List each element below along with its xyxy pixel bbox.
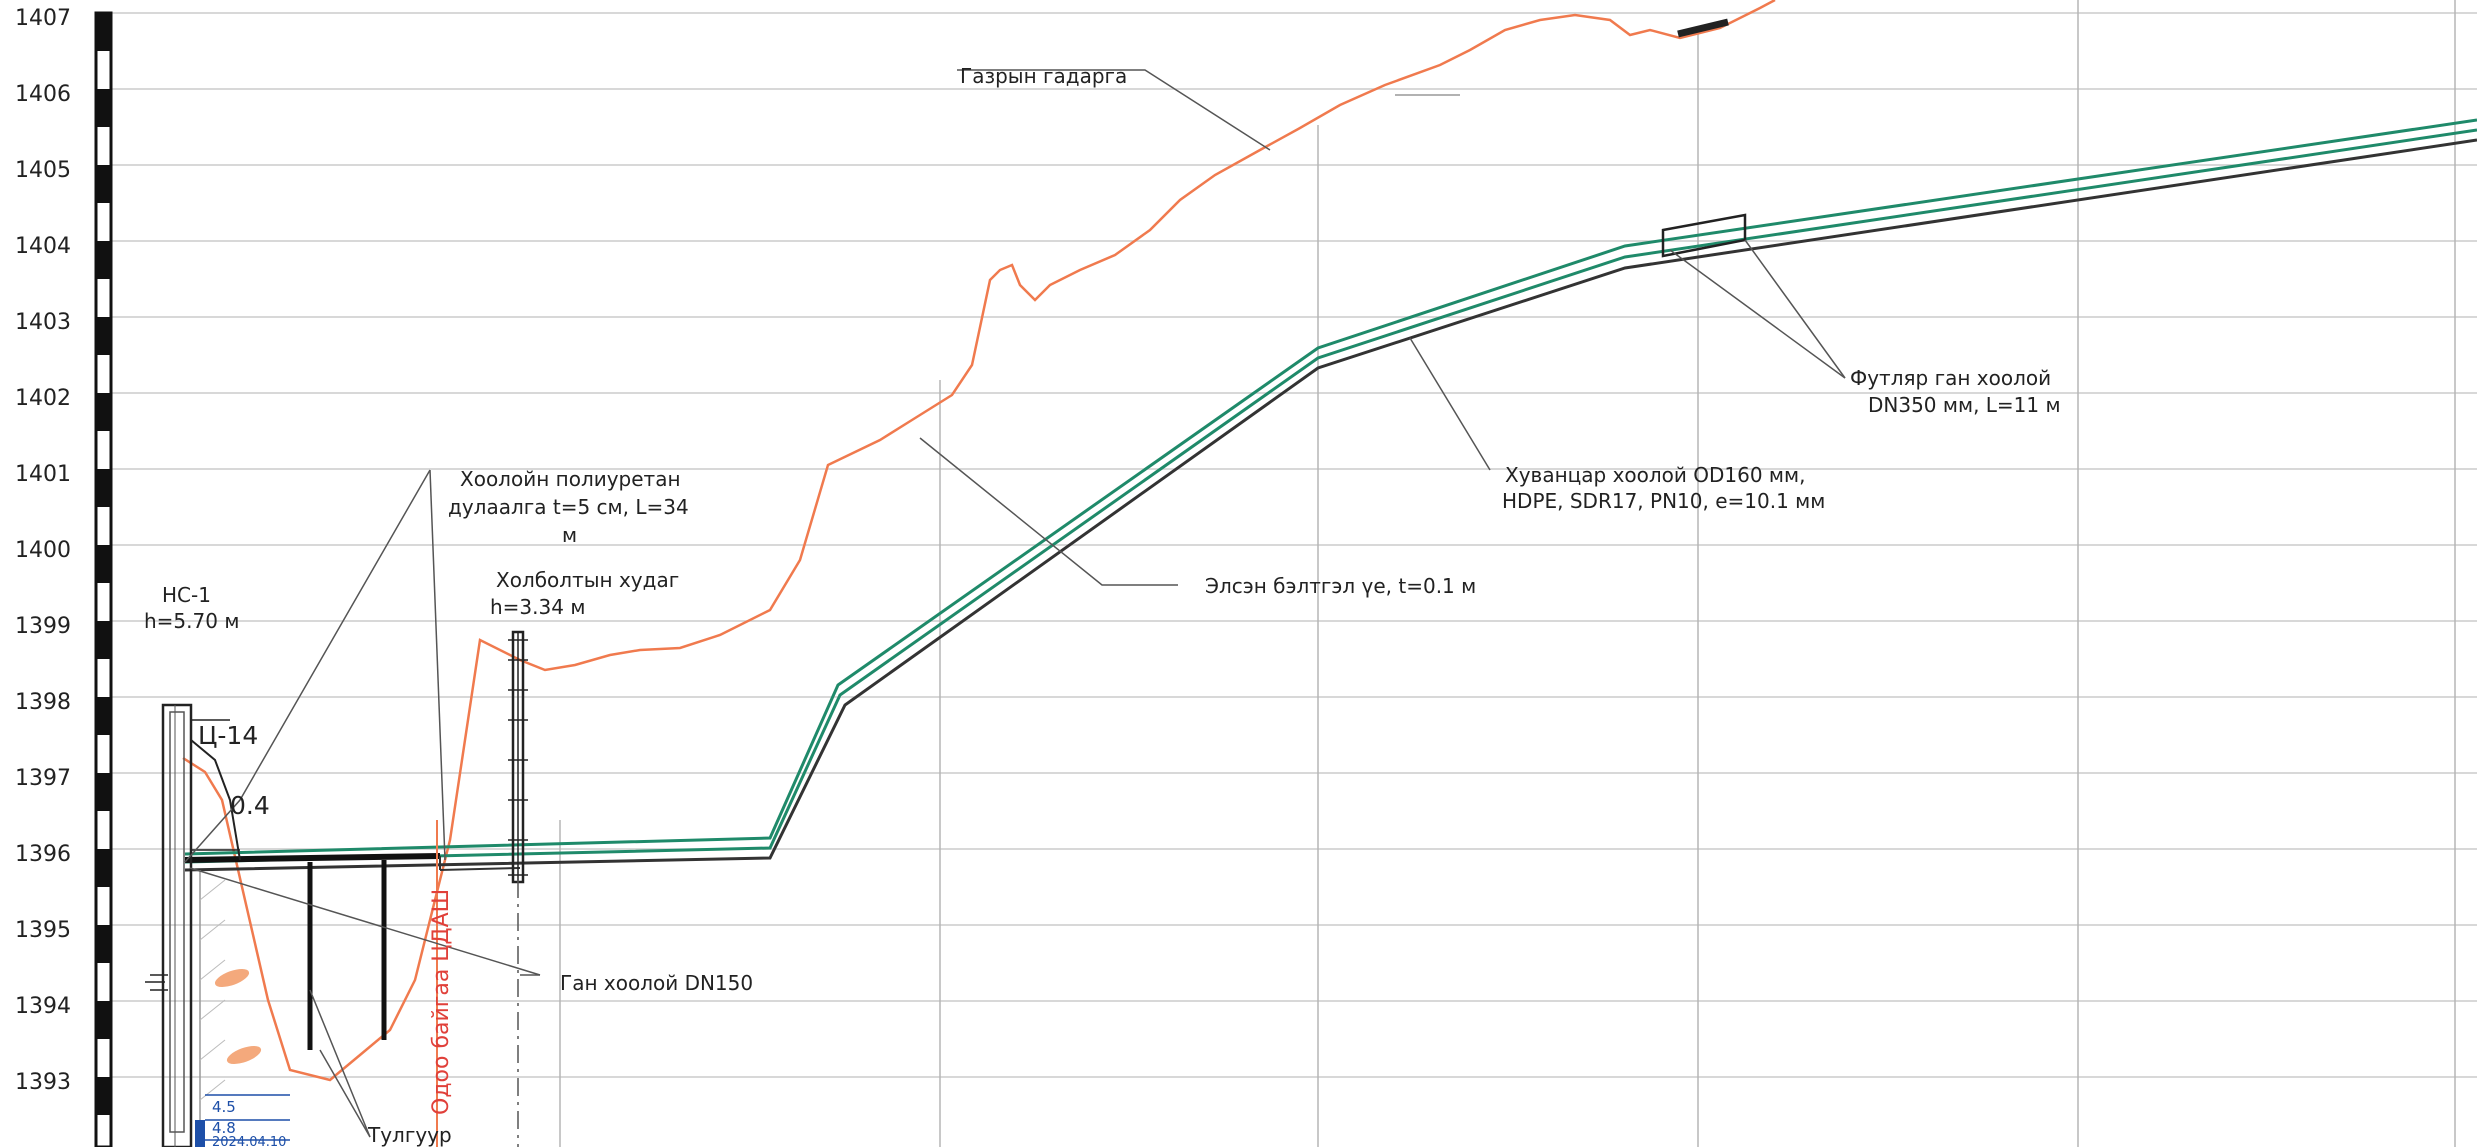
pump-station-well: 4.5 4.8 2024.04.10 — [145, 703, 290, 1147]
elevation-label: 1400 — [15, 538, 71, 563]
sand-bedding-line — [184, 138, 2477, 872]
elevation-label: 1401 — [15, 462, 71, 487]
station-label: h=5.70 м — [144, 609, 239, 633]
leader-lines — [184, 69, 1846, 1138]
steel-pipe-label: Ган хоолой DN150 — [560, 971, 753, 995]
elevation-label: 1399 — [15, 614, 71, 639]
hdpe-pipe-label: HDPE, SDR17, PN10, e=10.1 мм — [1502, 489, 1825, 513]
station-label: НС-1 — [162, 583, 211, 607]
elevation-label: 1393 — [15, 1070, 71, 1095]
elevation-label: 1406 — [15, 82, 71, 107]
sand-bedding-label: Элсэн бэлтгэл үе, t=0.1 м — [1205, 574, 1476, 598]
station-tag: Ц-14 — [198, 721, 258, 750]
vertical-grid — [559, 0, 2456, 1147]
horizontal-grid — [105, 12, 2477, 1078]
insulation-label: дулаалга t=5 см, L=34 — [448, 495, 689, 519]
steel-pipe-segment — [184, 853, 441, 863]
elevation-label: 1402 — [15, 386, 71, 411]
ground-surface-label: Газрын гадарга — [960, 64, 1127, 88]
insulation-label: Хоолойн полиуретан — [460, 467, 681, 491]
elevation-label: 1397 — [15, 766, 71, 791]
elevation-label: 1395 — [15, 918, 71, 943]
elevation-label: 1398 — [15, 690, 71, 715]
well-value-2: 4.8 — [212, 1119, 236, 1137]
casing-pipe-label: DN350 мм, L=11 м — [1868, 393, 2061, 417]
manhole-label: h=3.34 м — [490, 595, 585, 619]
connection-manhole — [508, 630, 528, 1147]
support-label: Тулгуур — [367, 1123, 452, 1147]
casing-pipe-label: Футляр ган хоолой — [1850, 366, 2051, 390]
well-date: 2024.04.10 — [212, 1135, 286, 1147]
elevation-label: 1396 — [15, 842, 71, 867]
ground-surface-line — [182, 0, 1776, 1082]
depth-value: 0.4 — [230, 791, 270, 820]
elevation-label: 1403 — [15, 310, 71, 335]
hdpe-pipe-line-upper — [184, 118, 2477, 856]
existing-fence-label: Одоо байгаа ЦДАШ — [429, 889, 454, 1115]
hdpe-pipe-label: Хуванцар хоолой OD160 мм, — [1505, 463, 1805, 487]
elevation-label: 1405 — [15, 158, 71, 183]
insulation-label: м — [562, 523, 577, 547]
well-value-1: 4.5 — [212, 1098, 236, 1116]
elevation-axis: 1407 1406 1405 1404 1403 1402 1401 1400 … — [15, 6, 113, 1147]
elevation-label: 1407 — [15, 6, 71, 31]
well-blue-bar — [195, 1120, 205, 1147]
hdpe-pipe-line-lower — [184, 128, 2477, 864]
elevation-label: 1404 — [15, 234, 71, 259]
manhole-label: Холболтын худаг — [496, 568, 679, 592]
top-pipe-mark — [1677, 18, 1729, 38]
elevation-label: 1394 — [15, 994, 71, 1019]
pipe-supports — [307, 860, 387, 1050]
